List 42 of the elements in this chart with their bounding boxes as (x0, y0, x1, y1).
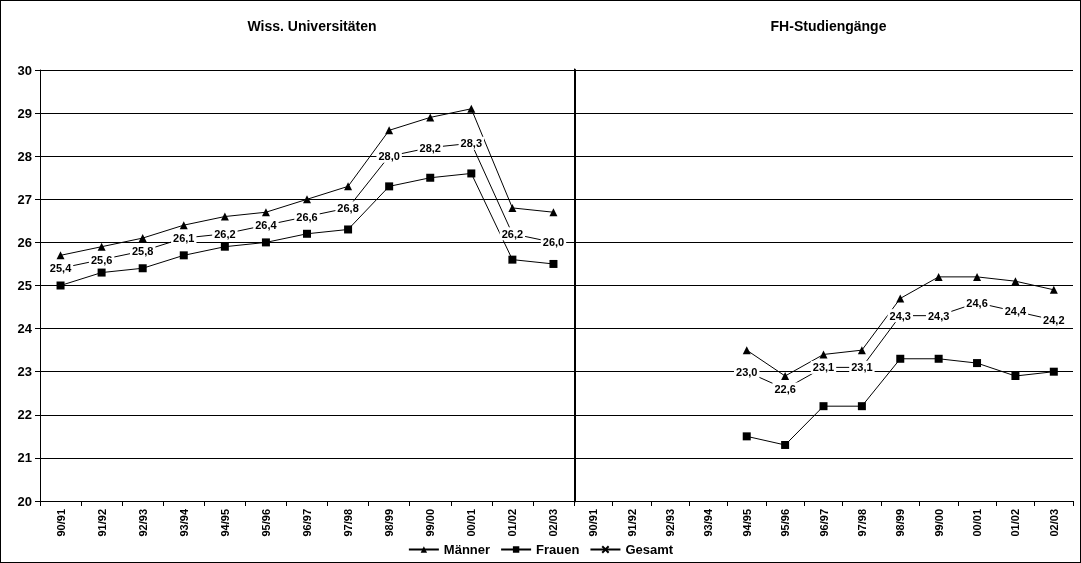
chart-title: FH-Studiengänge (770, 18, 887, 34)
x-tick-label: 96/97 (301, 509, 313, 537)
x-tick-label: 90/91 (587, 509, 600, 537)
x-tick-label: 91/92 (95, 509, 108, 537)
x-tick-label: 01/02 (1009, 509, 1022, 537)
y-tick-label: 28 (17, 148, 32, 164)
x-tick-label: 94/95 (218, 509, 231, 537)
y-tick-label: 25 (17, 278, 32, 293)
x-tick-label: 98/99 (383, 509, 396, 537)
x-tick-label: 90/91 (54, 509, 67, 537)
y-tick-label: 29 (17, 105, 32, 121)
x-tick-label: 02/03 (547, 509, 560, 537)
x-tick-label: 01/02 (506, 509, 519, 537)
x-tick-label: 99/00 (424, 509, 437, 537)
y-tick-label: 27 (17, 191, 32, 207)
x-tick-label: 93/94 (702, 508, 715, 537)
chart-title: Wiss. Universitäten (247, 18, 377, 34)
x-tick-label: 95/96 (259, 509, 272, 537)
x-tick-label: 00/01 (971, 509, 984, 537)
y-tick-label: 22 (17, 407, 32, 423)
y-tick-label: 30 (17, 62, 32, 78)
x-tick-label: 97/98 (342, 509, 355, 537)
x-tick-label: 99/00 (932, 509, 945, 537)
legend-label: Gesamt (625, 542, 674, 557)
x-tick-label: 97/98 (855, 509, 868, 537)
y-tick-label: 21 (17, 450, 32, 466)
y-tick-label: 24 (17, 321, 33, 337)
x-tick-label: 93/94 (177, 508, 190, 537)
x-tick-label: 96/97 (817, 509, 830, 537)
legend-label: Männer (443, 542, 491, 557)
y-tick-label: 23 (17, 364, 32, 380)
legend-label: Frauen (536, 542, 580, 557)
x-tick-label: 95/96 (779, 509, 792, 537)
x-tick-label: 92/93 (136, 509, 149, 537)
x-tick-label: 92/93 (663, 509, 676, 537)
x-tick-label: 00/01 (465, 509, 478, 537)
y-tick-label: 26 (17, 234, 32, 250)
y-tick-label: 20 (17, 493, 32, 509)
x-tick-label: 98/99 (894, 509, 907, 537)
x-tick-label: 94/95 (740, 509, 753, 537)
x-tick-label: 02/03 (1047, 509, 1060, 537)
x-tick-label: 91/92 (625, 509, 638, 537)
